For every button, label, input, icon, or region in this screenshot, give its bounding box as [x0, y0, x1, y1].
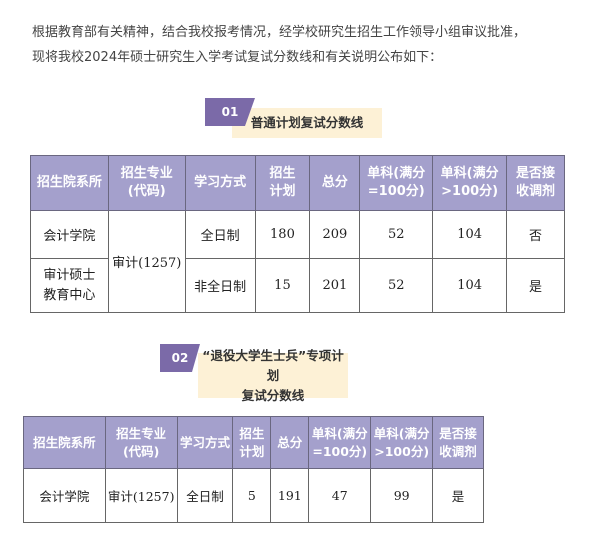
header-plan: 招生 计划: [254, 155, 311, 211]
section1-badge: 01: [205, 98, 255, 126]
section2-title-line1: “退役大学生士兵”专项计划: [202, 347, 344, 383]
section2-title: “退役大学生士兵”专项计划 复试分数线: [198, 348, 348, 403]
cell-mode: 全日制: [176, 468, 234, 523]
cell-total: 209: [309, 210, 361, 259]
cell-major: 审计(1257): [104, 468, 178, 523]
header-major: 招生专业 (代码): [107, 155, 186, 211]
table-row: 审计硕士 教育中心 非全日制 15 201 52 104 是: [30, 258, 565, 313]
section1-badge-text: 01: [221, 105, 239, 119]
header-plan: 招生 计划: [232, 416, 272, 469]
header-major: 招生专业 (代码): [104, 416, 178, 469]
intro-line-1: 根据教育部有关精神，结合我校报考情况，经学校研究生招生工作领导小组审议批准，: [32, 25, 527, 40]
header-total: 总分: [309, 155, 361, 211]
cell-dept: 会计学院: [23, 468, 106, 523]
section1-title-text: 普通计划复试分数线: [250, 115, 364, 130]
cell-mode: 全日制: [184, 210, 256, 259]
cell-single-100: 47: [308, 468, 372, 523]
cell-single-over100: 99: [370, 468, 434, 523]
table-regular-plan: 招生院系所 招生专业 (代码) 学习方式 招生 计划 总分 单科(满分 =100分) …: [30, 155, 565, 313]
header-total: 总分: [270, 416, 310, 469]
header-single-over100: 单科(满分 >100分): [370, 416, 434, 469]
header-dept: 招生院系所: [23, 416, 106, 469]
header-single-100: 单科(满分 =100分): [308, 416, 372, 469]
cell-single-100: 52: [359, 210, 434, 259]
section2-title-line2: 复试分数线: [241, 387, 305, 403]
header-dept: 招生院系所: [30, 155, 109, 211]
cell-adjust: 是: [506, 258, 565, 313]
cell-total: 201: [309, 258, 361, 313]
header-adjust: 是否接 收调剂: [506, 155, 565, 211]
cell-dept: 会计学院: [30, 210, 109, 259]
header-mode: 学习方式: [184, 155, 256, 211]
table-row: 会计学院 审计(1257) 全日制 180 209 52 104 否: [30, 210, 565, 313]
table-header-row: 招生院系所 招生专业 (代码) 学习方式 招生 计划 总分 单科(满分 =100分) …: [23, 416, 484, 469]
intro-text: 根据教育部有关精神，结合我校报考情况，经学校研究生招生工作领导小组审议批准， 现…: [32, 20, 592, 70]
section2-badge: 02: [160, 344, 200, 372]
header-mode: 学习方式: [176, 416, 234, 469]
intro-line-2: 现将我校2024年硕士研究生入学考试复试分数线和有关说明公布如下：: [32, 50, 443, 65]
section2-badge-text: 02: [171, 351, 189, 365]
cell-adjust: 否: [506, 210, 565, 259]
cell-plan: 15: [254, 258, 311, 313]
cell-single-over100: 104: [432, 210, 508, 259]
cell-plan: 180: [254, 210, 311, 259]
header-single-over100: 单科(满分 >100分): [432, 155, 508, 211]
table-veteran-plan: 招生院系所 招生专业 (代码) 学习方式 招生 计划 总分 单科(满分 =100分) …: [23, 416, 484, 523]
cell-dept: 审计硕士 教育中心: [30, 258, 109, 313]
table-header-row: 招生院系所 招生专业 (代码) 学习方式 招生 计划 总分 单科(满分 =100分) …: [30, 155, 565, 211]
cell-total: 191: [270, 468, 310, 523]
header-single-100: 单科(满分 =100分): [359, 155, 434, 211]
cell-single-over100: 104: [432, 258, 508, 313]
cell-mode: 非全日制: [184, 258, 256, 313]
cell-adjust: 是: [432, 468, 484, 523]
header-adjust: 是否接 收调剂: [432, 416, 484, 469]
cell-single-100: 52: [359, 258, 434, 313]
table-row: 会计学院 审计(1257) 全日制 5 191 47 99 是: [23, 468, 484, 523]
section1-title: 普通计划复试分数线: [232, 108, 382, 138]
cell-plan: 5: [232, 468, 272, 523]
cell-major: 审计(1257): [107, 210, 186, 313]
